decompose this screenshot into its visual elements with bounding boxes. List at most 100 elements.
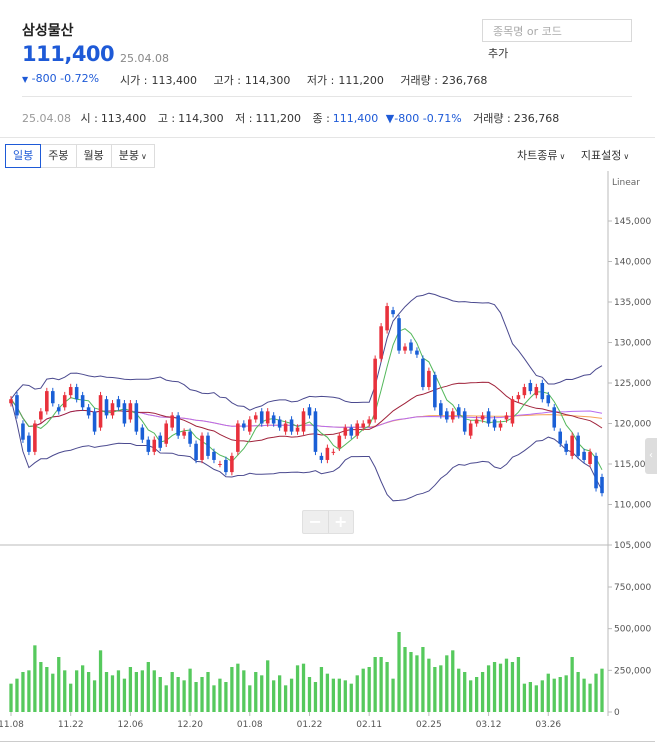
candle-body [319,455,324,460]
volume-label: 거래량 : [400,74,438,87]
tab-minute[interactable]: 분봉 ∨ [110,144,155,168]
volume-bar [415,655,419,712]
candle-body [331,451,336,453]
volume-bar [570,657,574,712]
change-value: -800 [31,72,57,85]
volume-bar [325,673,330,712]
summary-open-label: 시 : [80,112,98,125]
candle-body [516,395,521,400]
volume-bar [110,675,115,712]
volume-bar [469,680,473,712]
summary-change: ▼-800 [385,112,420,125]
summary-low-label: 저 : [235,112,253,125]
price-tick-label: 140,000 [614,258,651,268]
volume-bar [564,675,568,712]
volume-bar [122,678,127,712]
stock-search-input[interactable] [483,21,631,42]
volume-bar [463,672,467,712]
volume-tick-label: 250,000 [614,666,651,676]
candle-body [570,435,574,456]
candle-body [552,407,557,428]
candle-body [403,346,407,351]
candle-body [546,395,551,404]
date-tick-label: 11.22 [58,720,84,730]
divider [0,137,655,138]
candle-body [50,391,55,404]
price-date: 25.04.08 [120,52,169,65]
chevron-down-icon: ∨ [559,152,566,161]
add-button[interactable]: 추가 [488,47,509,60]
price-change: ▼ -800 -0.72% [22,72,99,85]
volume-bar [474,677,479,712]
volume-bar [480,672,485,712]
zoom-control: − + [302,510,354,534]
tab-weekly[interactable]: 주봉 [40,144,77,168]
price-chart[interactable]: Linear 105,000 110,000 115,000 120,000 125,0… [0,171,655,741]
price-tick-label: 135,000 [614,298,651,308]
zoom-in-button[interactable]: + [327,511,354,533]
current-price: 111,400 [22,42,115,66]
indicator-settings-menu[interactable]: 지표설정 ∨ [581,149,629,162]
candle-body [253,415,258,420]
candle-body [74,387,79,400]
candle-body [86,407,91,416]
candle-body [152,439,157,452]
candle-body [498,423,503,428]
volume-tick-label: 750,000 [614,583,651,593]
volume-bar [355,675,359,712]
summary-open: 113,400 [100,112,147,125]
candle-body [301,411,306,432]
volume-bar [260,675,264,712]
tab-monthly[interactable]: 월봉 [75,144,112,168]
volume-bar [266,660,270,712]
volume-tick-label: 500,000 [614,625,651,635]
candle-body [27,435,31,452]
candle-body [576,435,580,456]
candle-body [325,447,330,460]
volume-bar [588,683,592,712]
divider [22,96,632,97]
candle-body [355,423,360,436]
tab-minute-label: 분봉 [118,149,139,162]
candle-body [367,419,371,424]
volume-bar [445,655,449,712]
volume-bar [206,672,210,712]
volume-bar [486,665,491,712]
chart-type-menu[interactable]: 차트종류 ∨ [517,149,565,162]
candle-body [307,407,312,416]
volume-bar [21,672,25,712]
candle-body [444,411,449,420]
volume-bar [492,662,497,712]
candle-body [110,403,115,416]
tab-daily[interactable]: 일봉 [5,144,42,168]
candle-body [295,427,300,432]
candle-body [164,423,169,444]
candle-body [349,427,354,436]
summary-date: 25.04.08 [22,112,71,125]
volume-bar [439,665,443,712]
candle-body [534,387,539,396]
volume-bar [397,632,401,712]
volume-bar [534,685,538,712]
volume-bar [558,677,562,712]
volume-bar [528,682,533,712]
side-panel-handle[interactable]: ‹ [645,438,657,474]
candle-body [206,435,210,456]
volume-bar [194,682,198,712]
volume-bar [457,668,461,712]
chart-type-label: 차트종류 [517,149,558,162]
volume-bar [104,672,109,712]
candle-body [56,407,61,412]
volume-bar [170,672,174,712]
candle-body [15,395,19,416]
volume-bar [248,685,252,712]
zoom-out-button[interactable]: − [308,512,322,531]
volume-bar [289,678,294,712]
candle-body [21,423,25,440]
volume-bar [409,652,413,712]
divider [0,741,655,742]
summary-row: 25.04.08 시 :113,400 고 :114,300 저 :111,20… [22,110,567,126]
candle-body [242,423,246,428]
candle-body [456,407,461,416]
volume-bar [343,680,347,712]
